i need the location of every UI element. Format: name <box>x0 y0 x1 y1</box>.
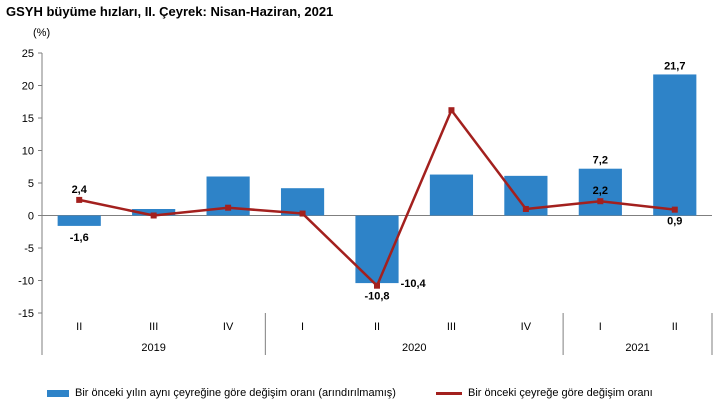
bar <box>653 74 697 216</box>
bar-data-label: 7,2 <box>593 155 608 167</box>
bar-data-label: 21,7 <box>664 60 685 72</box>
y-tick-label: 20 <box>22 81 34 93</box>
bar <box>57 215 101 226</box>
y-tick-label: 25 <box>22 48 34 60</box>
x-tick-label: II <box>76 321 82 333</box>
line-marker <box>225 204 232 211</box>
bar-data-label: -1,6 <box>70 232 89 244</box>
year-label: 2020 <box>402 342 426 354</box>
legend-label-bar: Bir önceki yılın aynı çeyreğine göre değ… <box>75 387 396 399</box>
line-marker <box>374 282 380 289</box>
line-data-label: 2,2 <box>593 185 608 197</box>
year-label: 2019 <box>141 342 165 354</box>
x-tick-label: II <box>672 321 678 333</box>
y-unit-label: (%) <box>33 27 50 39</box>
legend-label-line: Bir önceki çeyreğe göre değişim oranı <box>468 387 653 399</box>
y-tick-label: -5 <box>24 243 34 255</box>
bar-data-label: -10,4 <box>401 278 427 290</box>
y-tick-label: -15 <box>18 308 34 320</box>
x-tick-label: IV <box>223 321 234 333</box>
y-tick-label: 15 <box>22 113 34 125</box>
line-marker <box>448 107 455 114</box>
x-tick-label: IV <box>521 321 532 333</box>
year-label: 2021 <box>625 342 649 354</box>
chart-plot: (%) -15 -10 -5 0 5 10 15 20 25 -1,6 -10,4 7,2 21,7 2,4… <box>18 27 713 355</box>
line-data-label: 2,4 <box>72 184 88 196</box>
x-tick-label: I <box>599 321 602 333</box>
legend-item-bar: Bir önceki yılın aynı çeyreğine göre değ… <box>47 387 396 399</box>
legend: Bir önceki yılın aynı çeyreğine göre değ… <box>0 383 717 405</box>
line-data-label: -10,8 <box>364 291 389 303</box>
x-tick-label: I <box>301 321 304 333</box>
line-marker <box>299 210 306 217</box>
x-tick-label: III <box>149 321 158 333</box>
legend-swatch-bar <box>47 389 69 397</box>
line-marker <box>671 206 678 213</box>
line-marker <box>597 198 604 205</box>
line-marker <box>150 212 157 219</box>
bar <box>578 168 622 216</box>
bar <box>429 174 474 216</box>
y-tick-label: 0 <box>28 211 34 223</box>
line-marker <box>76 196 83 203</box>
x-tick-label: III <box>447 321 456 333</box>
y-tick-label: -10 <box>18 276 34 288</box>
legend-swatch-line <box>436 391 462 395</box>
chart-title: GSYH büyüme hızları, II. Çeyrek: Nisan-H… <box>6 4 334 19</box>
bar <box>132 209 176 216</box>
line-data-label: 0,9 <box>667 216 682 228</box>
y-tick-label: 5 <box>28 178 34 190</box>
legend-item-line: Bir önceki çeyreğe göre değişim oranı <box>436 387 653 399</box>
x-tick-label: II <box>374 321 380 333</box>
line-marker <box>522 206 529 212</box>
y-tick-label: 10 <box>22 146 34 158</box>
